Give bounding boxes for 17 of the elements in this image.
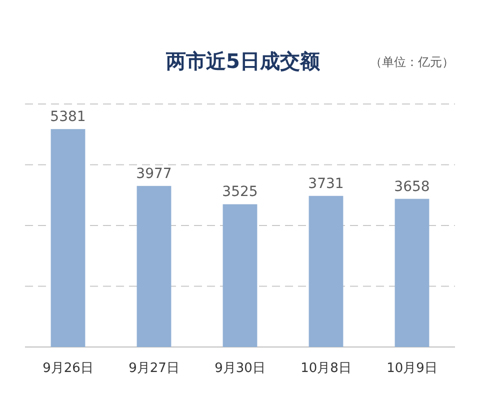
data-label: 3525 [222, 184, 258, 200]
bar [308, 196, 344, 347]
x-tick-label: 9月27日 [128, 361, 180, 376]
bar [222, 204, 258, 347]
data-label: 3658 [394, 178, 430, 195]
bar [50, 129, 86, 347]
data-label: 3977 [136, 166, 172, 182]
x-tick-label: 10月9日 [386, 361, 438, 376]
bar [394, 198, 430, 347]
chart-title: 两市近5日成交额 [165, 49, 321, 73]
data-label: 5381 [50, 109, 86, 126]
chart-subtitle: （单位：亿元） [370, 55, 454, 69]
data-label: 3731 [308, 176, 344, 192]
x-tick-label: 9月26日 [42, 361, 94, 376]
x-tick-label: 9月30日 [214, 361, 266, 376]
x-tick-label: 10月8日 [300, 361, 352, 376]
bar [136, 186, 172, 347]
